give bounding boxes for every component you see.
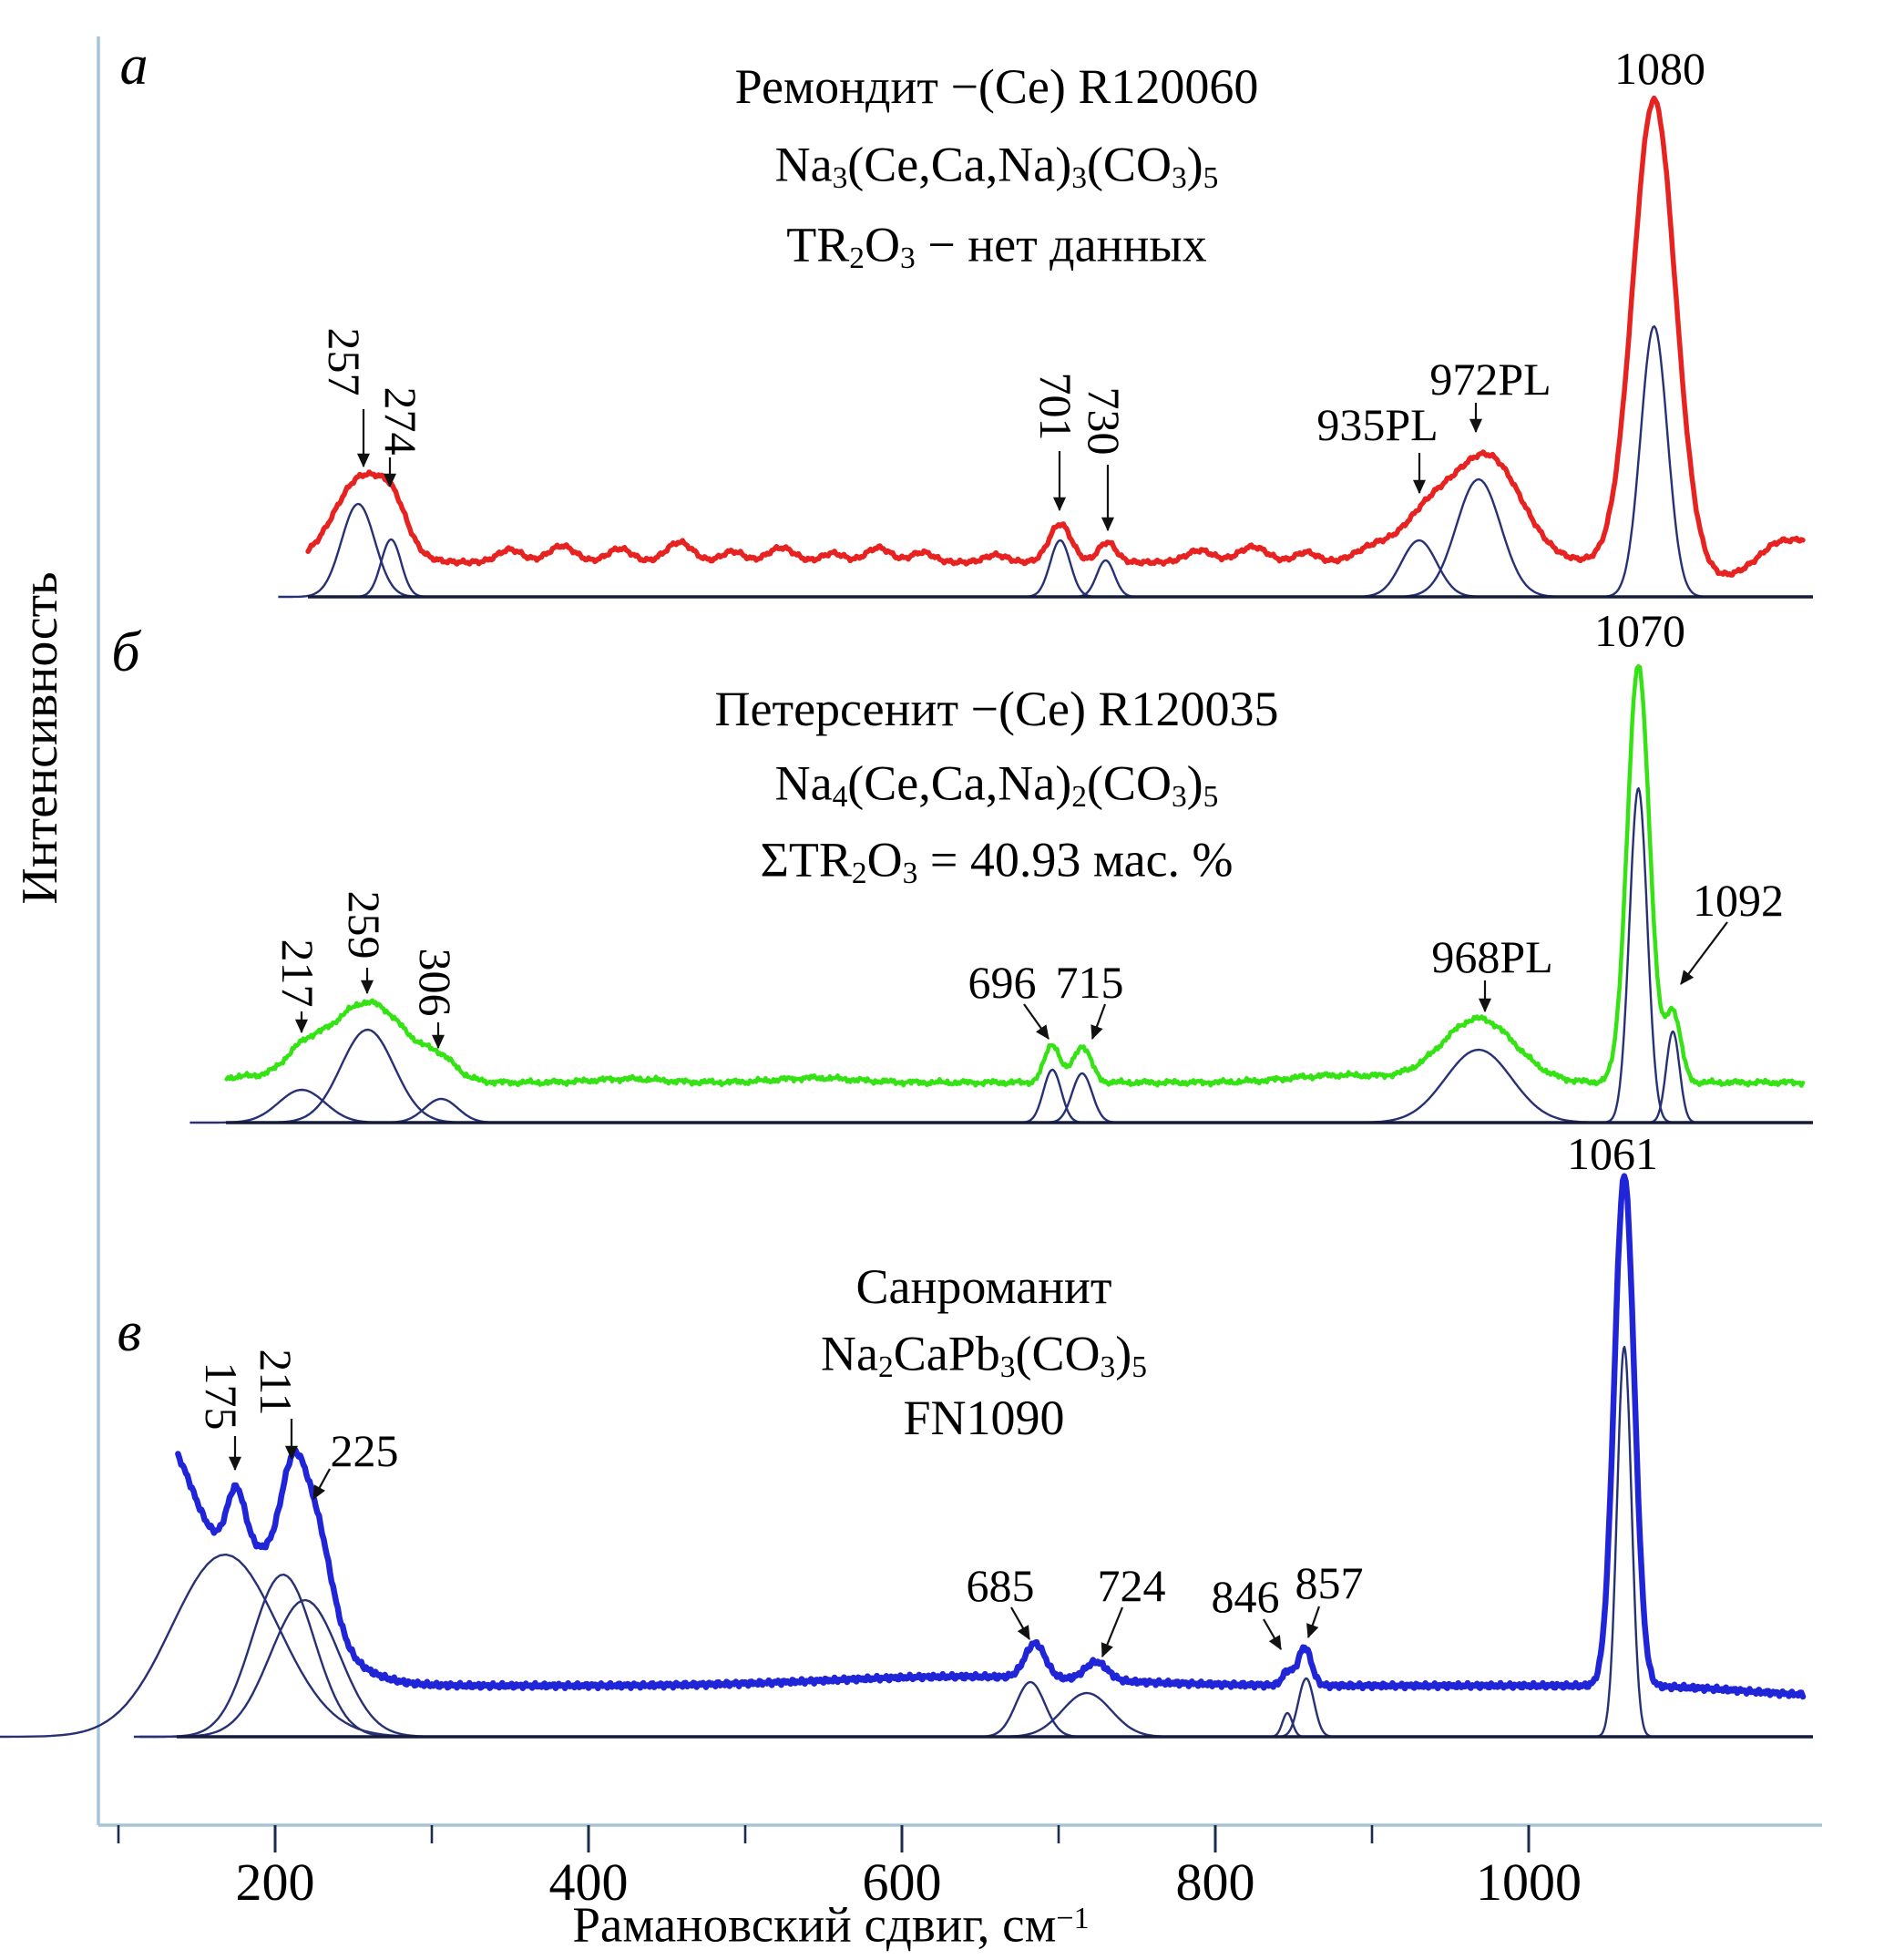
component-v-168 [0,1553,477,1739]
panel-letter-a: а [119,35,148,97]
component-v-1061 [1589,1345,1659,1739]
component-b-259 [240,1028,494,1124]
peak-label-a-972PL: 972PL [1429,354,1551,405]
fitted-components [0,324,1717,1739]
peak-label-b-259: 259 [339,890,390,959]
peak-label-b-1070: 1070 [1594,605,1685,656]
peak-label-v-846: 846 [1211,1571,1280,1622]
component-b-696 [1009,1068,1095,1124]
peak-label-a-274: 274 [375,386,426,456]
title-a-line-3: TR2O3 − нет данных [786,217,1207,275]
peak-label-a-1080: 1080 [1614,43,1705,94]
peak-arrow-v-846 [1263,1618,1282,1650]
annotation-arrows [228,403,1728,1658]
title-v-line-2: Na2CaPb3(CO3)5 [821,1326,1147,1384]
peak-label-v-857: 857 [1295,1557,1364,1608]
spectrum-curve-a [305,95,1806,578]
peak-label-v-225: 225 [330,1425,399,1476]
peak-label-a-935PL: 935PL [1316,399,1439,450]
peak-label-b-306: 306 [410,948,461,1017]
title-b-line-3: ΣTR2O3 = 40.93 мас. % [760,832,1234,890]
panel-letter-v: в [117,1301,142,1363]
component-b-1070 [1595,786,1681,1124]
x-tick-label-200: 200 [235,1852,315,1912]
spectra-curves [175,95,1813,1739]
peak-arrow-b-1092 [1680,921,1728,985]
component-b-968 [1318,1048,1636,1124]
component-v-219 [139,1598,468,1739]
peak-label-a-701: 701 [1030,372,1081,441]
peak-label-b-968PL: 968PL [1431,931,1553,982]
peak-label-v-211: 211 [251,1349,302,1416]
peak-label-v-175: 175 [196,1361,247,1431]
component-a-253 [278,502,437,599]
peak-label-v-685: 685 [966,1560,1035,1611]
peak-label-b-217: 217 [272,939,323,1008]
peak-arrow-v-225 [312,1468,331,1500]
title-a-line-2: Na3(Ce,Ca,Na)3(CO3)5 [774,137,1219,195]
component-v-205 [133,1573,430,1739]
component-b-306 [361,1097,520,1124]
peak-label-v-1061: 1061 [1567,1128,1658,1179]
x-tick-label-1000: 1000 [1476,1852,1582,1912]
peak-arrow-v-724 [1101,1606,1124,1658]
spectrum-curve-b [224,663,1806,1088]
title-v-line-3: FN1090 [903,1390,1065,1445]
component-a-968 [1372,477,1584,599]
peak-arrow-v-685 [1010,1606,1030,1640]
x-tick-label-600: 600 [862,1852,942,1912]
peak-label-a-257: 257 [319,327,370,396]
component-v-718 [969,1691,1203,1739]
panel-letter-b: б [111,621,140,683]
peak-arrow-b-715 [1090,1003,1107,1041]
peak-label-b-696: 696 [968,957,1037,1008]
peak-arrow-b-696 [1023,1003,1050,1040]
peak-label-a-730: 730 [1079,386,1130,456]
peak-label-v-724: 724 [1097,1560,1166,1611]
component-b-1092 [1640,1030,1705,1124]
title-b-line-1: Петерсенит −(Ce) R120035 [714,682,1279,736]
title-b-line-2: Na4(Ce,Ca,Na)2(CO3)5 [774,755,1219,814]
x-tick-label-400: 400 [548,1852,629,1912]
peak-label-b-1092: 1092 [1693,875,1784,926]
title-a-line-1: Ремондит −(Ce) R120060 [734,59,1259,114]
component-a-701 [1012,539,1108,599]
spectrum-curve-v [175,1173,1807,1700]
peak-label-b-715: 715 [1055,957,1124,1008]
component-a-274 [343,538,439,599]
component-a-1080 [1590,324,1717,599]
title-v-line-1: Санроманит [855,1259,1112,1314]
x-tick-label-800: 800 [1175,1852,1255,1912]
y-axis-label: Интенсивность [12,571,68,905]
peak-arrow-v-857 [1306,1606,1321,1639]
x-axis-label: Рамановский сдвиг, см−1 [572,1896,1090,1953]
component-v-682 [961,1680,1099,1739]
axes [97,36,1822,1852]
